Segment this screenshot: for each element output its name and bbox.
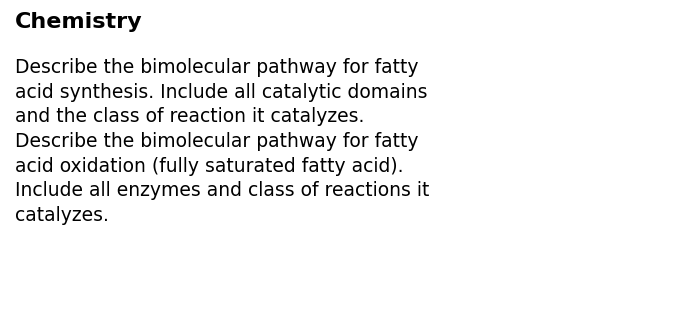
- Text: Chemistry: Chemistry: [15, 12, 143, 32]
- Text: Describe the bimolecular pathway for fatty
acid synthesis. Include all catalytic: Describe the bimolecular pathway for fat…: [15, 58, 429, 225]
